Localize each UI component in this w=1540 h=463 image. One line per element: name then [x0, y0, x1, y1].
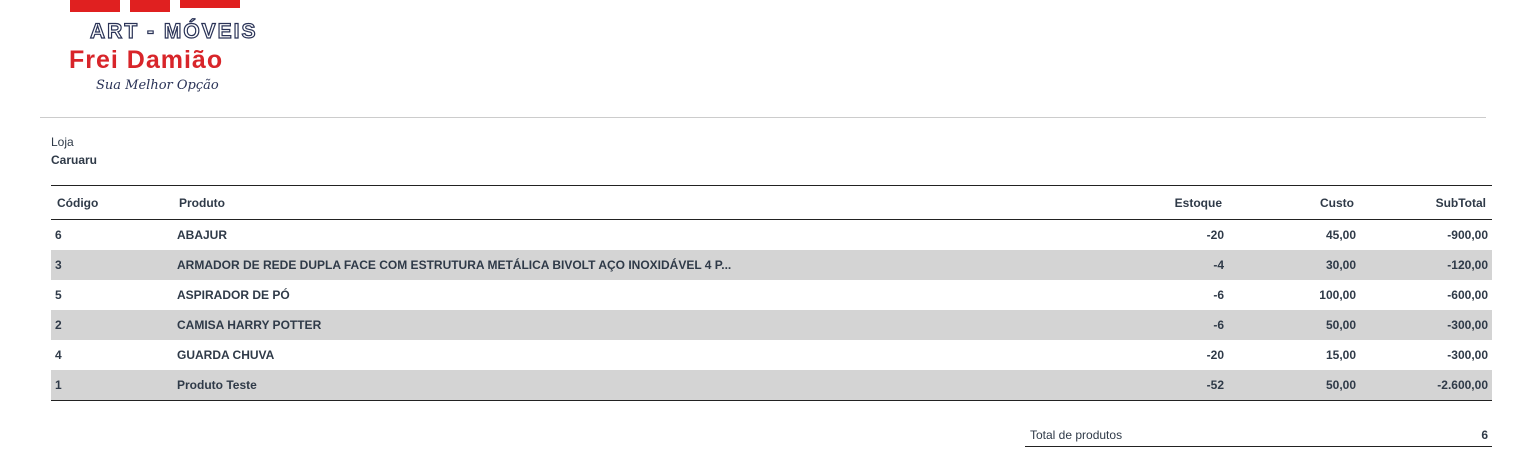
cell-produto: Produto Teste — [177, 378, 257, 392]
cell-produto: ARMADOR DE REDE DUPLA FACE COM ESTRUTURA… — [177, 258, 732, 272]
cell-codigo: 3 — [55, 258, 62, 272]
cell-subtotal: -300,00 — [1447, 318, 1488, 332]
col-subtotal: SubTotal — [1435, 195, 1486, 210]
col-estoque: Estoque — [1174, 195, 1222, 210]
cell-subtotal: -600,00 — [1447, 288, 1488, 302]
col-custo: Custo — [1320, 195, 1354, 210]
table-row: 4 GUARDA CHUVA -20 15,00 -300,00 — [51, 340, 1492, 370]
table-row: 2 CAMISA HARRY POTTER -6 50,00 -300,00 — [51, 310, 1492, 340]
cell-produto: CAMISA HARRY POTTER — [177, 318, 322, 332]
cell-custo: 100,00 — [1319, 288, 1356, 302]
cell-subtotal: -2.600,00 — [1437, 378, 1488, 392]
cell-subtotal: -300,00 — [1447, 348, 1488, 362]
store-name: Caruaru — [51, 153, 98, 167]
company-logo: ART - MÓVEIS Frei Damião Sua Melhor Opçã… — [60, 0, 260, 100]
cell-produto: GUARDA CHUVA — [177, 348, 275, 362]
table-row: 5 ASPIRADOR DE PÓ -6 100,00 -600,00 — [51, 280, 1492, 310]
cell-estoque: -6 — [1213, 288, 1224, 302]
store-label: Loja — [51, 135, 74, 149]
cell-subtotal: -120,00 — [1447, 258, 1488, 272]
logo-slogan: Sua Melhor Opção — [96, 78, 219, 93]
table-row: 1 Produto Teste -52 50,00 -2.600,00 — [51, 370, 1492, 401]
cell-custo: 50,00 — [1325, 318, 1356, 332]
total-label: Total de produtos — [1030, 428, 1123, 442]
total-products: Total de produtos 6 — [1025, 420, 1492, 447]
cell-codigo: 5 — [55, 288, 62, 302]
table-row: 6 ABAJUR -20 45,00 -900,00 — [51, 220, 1492, 251]
divider — [40, 117, 1486, 118]
cell-codigo: 4 — [55, 348, 62, 362]
logo-text: ART - MÓVEIS — [89, 19, 258, 43]
logo-shape — [180, 0, 240, 8]
cell-codigo: 6 — [55, 228, 62, 242]
cell-produto: ASPIRADOR DE PÓ — [177, 288, 290, 302]
logo-shape — [130, 0, 170, 12]
cell-subtotal: -900,00 — [1447, 228, 1488, 242]
cell-codigo: 1 — [55, 378, 62, 392]
total-value: 6 — [1481, 428, 1488, 442]
cell-estoque: -6 — [1213, 318, 1224, 332]
col-codigo: Código — [57, 195, 99, 210]
cell-custo: 45,00 — [1325, 228, 1356, 242]
cell-estoque: -4 — [1213, 258, 1224, 272]
cell-estoque: -20 — [1206, 348, 1224, 362]
cell-estoque: -52 — [1206, 378, 1224, 392]
cell-codigo: 2 — [55, 318, 62, 332]
products-table: Código Produto Estoque Custo SubTotal 6 A… — [51, 185, 1492, 401]
cell-custo: 15,00 — [1325, 348, 1356, 362]
cell-estoque: -20 — [1206, 228, 1224, 242]
logo-text: Frei Damião — [69, 46, 224, 74]
col-produto: Produto — [179, 195, 225, 210]
cell-custo: 30,00 — [1325, 258, 1356, 272]
cell-produto: ABAJUR — [177, 228, 228, 242]
logo-shape — [70, 0, 120, 12]
table-row: 3 ARMADOR DE REDE DUPLA FACE COM ESTRUTUR… — [51, 250, 1492, 280]
table-header: Código Produto Estoque Custo SubTotal — [51, 185, 1492, 220]
cell-custo: 50,00 — [1325, 378, 1356, 392]
